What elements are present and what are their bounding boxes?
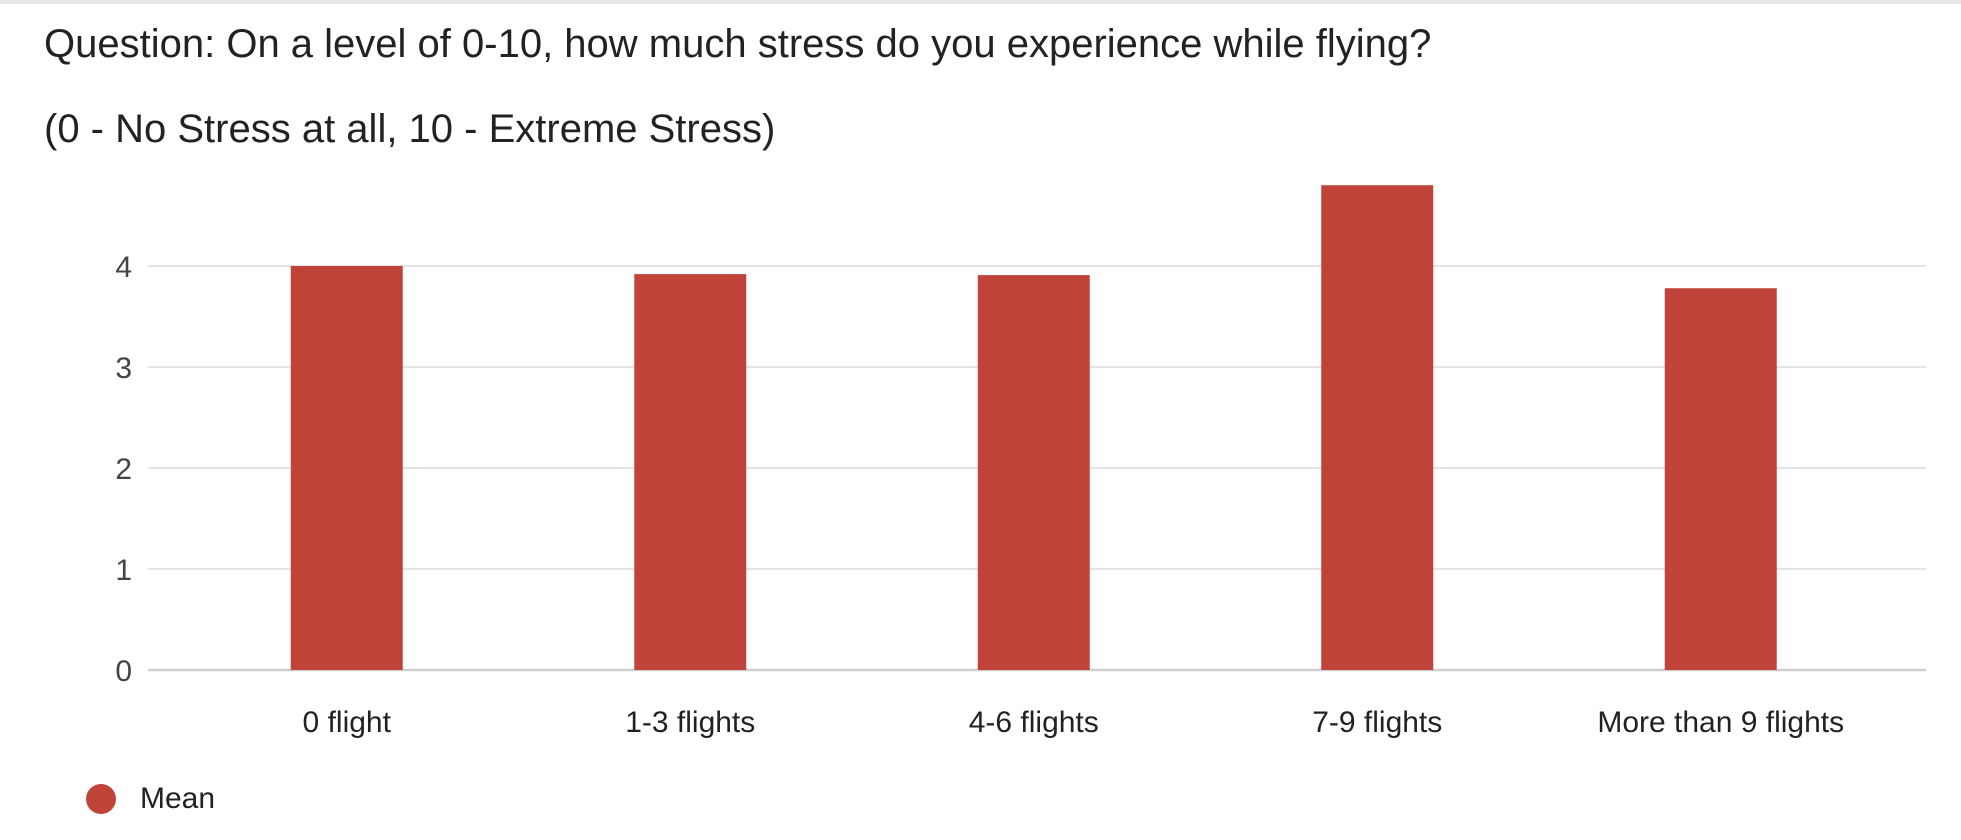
bar-0[interactable]: [290, 266, 403, 670]
y-tick-label-2: 2: [115, 453, 132, 486]
bars: [290, 185, 1777, 670]
legend-label-mean: Mean: [140, 782, 216, 815]
y-tick-label-3: 3: [115, 352, 132, 385]
y-tick-label-0: 0: [115, 655, 132, 688]
x-tick-label-0: 0 flight: [303, 706, 392, 739]
x-tick-label-1: 1-3 flights: [625, 706, 755, 739]
bar-4[interactable]: [1664, 288, 1777, 670]
bar-1[interactable]: [634, 274, 747, 670]
x-tick-label-3: 7-9 flights: [1312, 706, 1442, 739]
chart-question: Question: On a level of 0-10, how much s…: [44, 22, 1432, 66]
legend-swatch-mean: [86, 784, 116, 814]
chart-subtitle: (0 - No Stress at all, 10 - Extreme Stre…: [44, 107, 776, 151]
bar-3[interactable]: [1321, 185, 1434, 670]
y-axis-ticks: 0 1 2 3 4: [115, 251, 132, 688]
y-tick-label-1: 1: [115, 554, 132, 587]
y-tick-label-4: 4: [115, 251, 132, 284]
x-tick-label-2: 4-6 flights: [969, 706, 1099, 739]
legend: Mean: [86, 782, 215, 816]
bar-2[interactable]: [977, 275, 1090, 670]
x-tick-label-4: More than 9 flights: [1597, 706, 1844, 739]
x-axis-ticks: 0 flight 1-3 flights 4-6 flights 7-9 flight…: [303, 706, 1845, 739]
top-border: [0, 0, 1961, 4]
